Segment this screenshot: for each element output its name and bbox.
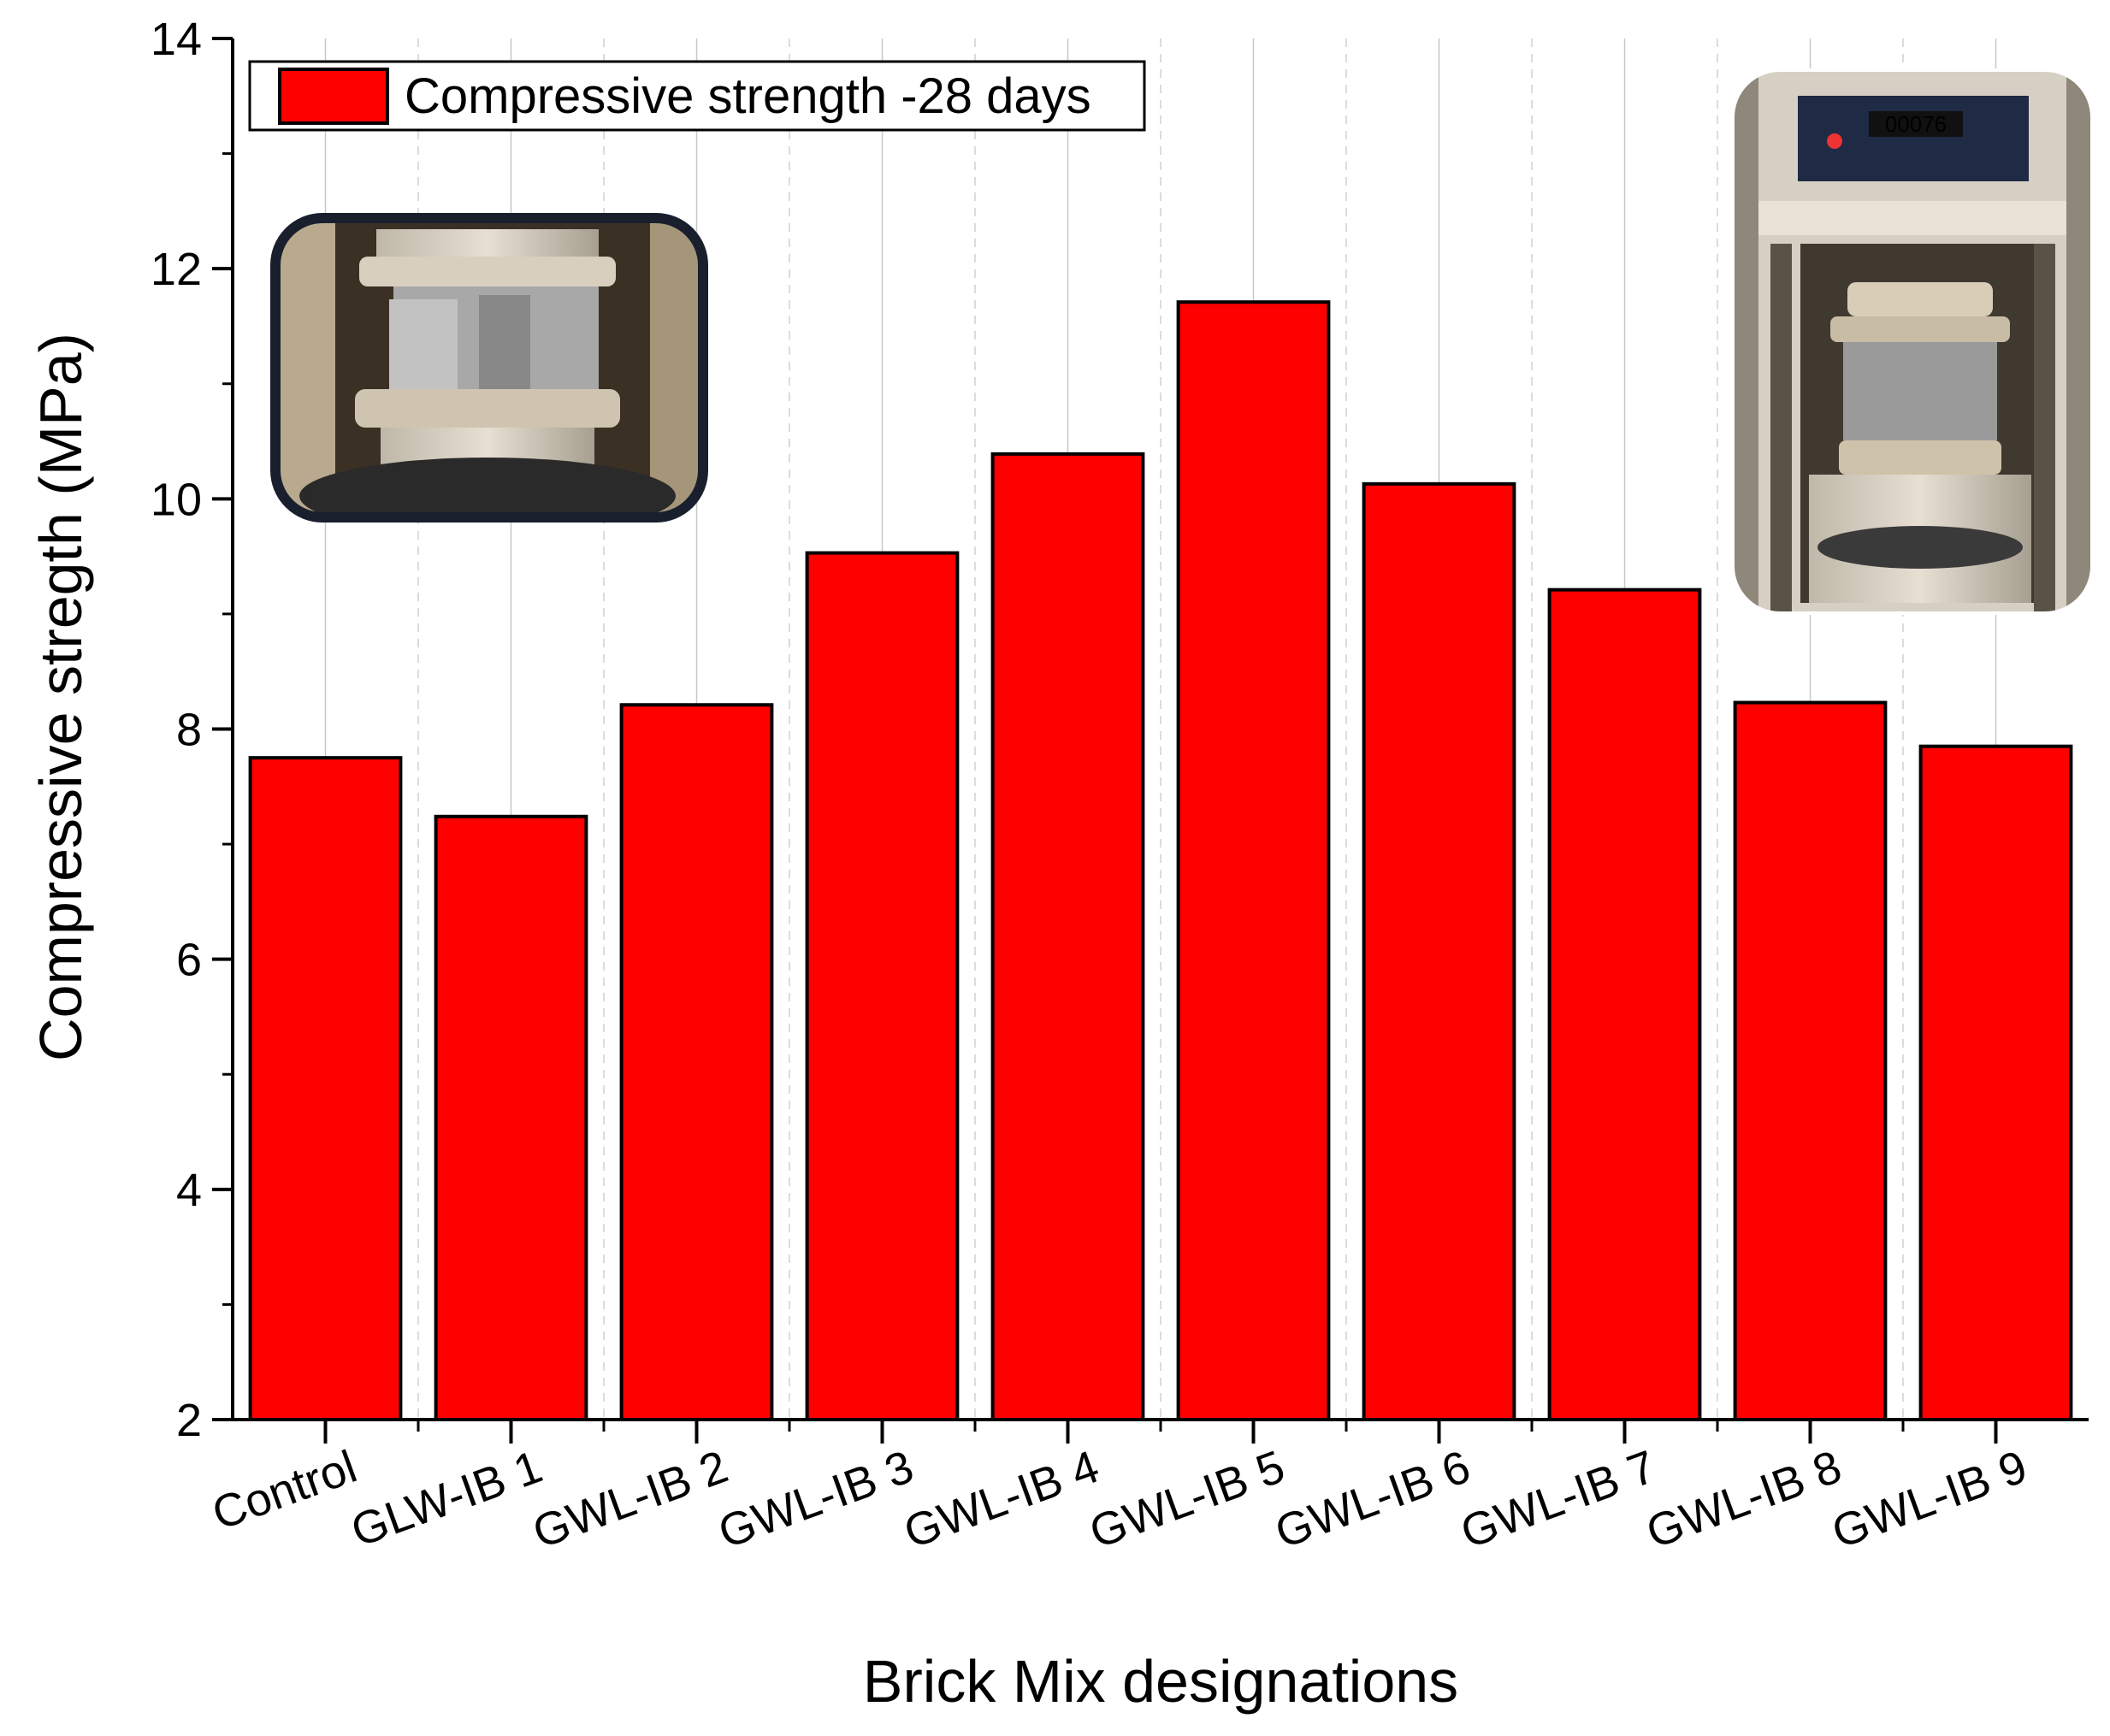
y-tick-label: 6 [176, 935, 202, 986]
x-tick-label: GWL-IB 4 [897, 1441, 1105, 1558]
bar-gwl-ib-6 [1362, 481, 1516, 1421]
y-tick-label: 14 [151, 14, 202, 65]
bar-gwl-ib-8 [1733, 700, 1888, 1421]
bar-gwl-ib-7 [1547, 588, 1702, 1421]
bar-gwl-ib-5 [1176, 300, 1331, 1422]
x-axis-title: Brick Mix designations [863, 1648, 1458, 1715]
legend: Compressive strength -28 days [248, 60, 1146, 132]
y-tick-label: 8 [176, 705, 202, 756]
x-tick-label: GLW-IB 1 [345, 1441, 549, 1557]
x-tick-label: GWL-IB 2 [526, 1441, 734, 1558]
x-tick-label: GWL-IB 3 [712, 1441, 919, 1558]
x-tick-label: GWL-IB 6 [1268, 1441, 1476, 1558]
compression-test-photo-right: 00076 [1731, 68, 2094, 615]
bar-control [248, 756, 403, 1421]
bar-gwl-ib-9 [1918, 744, 2073, 1421]
legend-box [248, 60, 1146, 132]
y-tick-label: 12 [151, 244, 202, 295]
y-tick-label: 4 [176, 1165, 202, 1216]
legend-label: Compressive strength -28 days [405, 68, 1091, 124]
x-tick-label: Control [206, 1441, 363, 1540]
x-tick-label: GWL-IB 9 [1825, 1441, 2033, 1558]
bar-gwl-ib-4 [990, 452, 1145, 1421]
y-axis-title: Compressive stregth (MPa) [27, 333, 94, 1061]
bar-glw-ib-1 [434, 814, 588, 1421]
display-reading: 00076 [1885, 111, 1947, 137]
x-tick-label: GWL-IB 8 [1640, 1441, 1847, 1558]
bar-gwl-ib-3 [805, 551, 960, 1421]
y-ticks: 2 4 6 8 10 12 14 [151, 14, 233, 1446]
x-tick-label: GWL-IB 5 [1083, 1441, 1291, 1558]
bar-gwl-ib-2 [619, 703, 774, 1421]
x-tick-label: GWL-IB 7 [1454, 1441, 1662, 1558]
compression-test-photo-left [270, 213, 708, 523]
legend-swatch [278, 68, 389, 125]
y-tick-label: 2 [176, 1395, 202, 1446]
y-tick-label: 10 [151, 474, 202, 525]
